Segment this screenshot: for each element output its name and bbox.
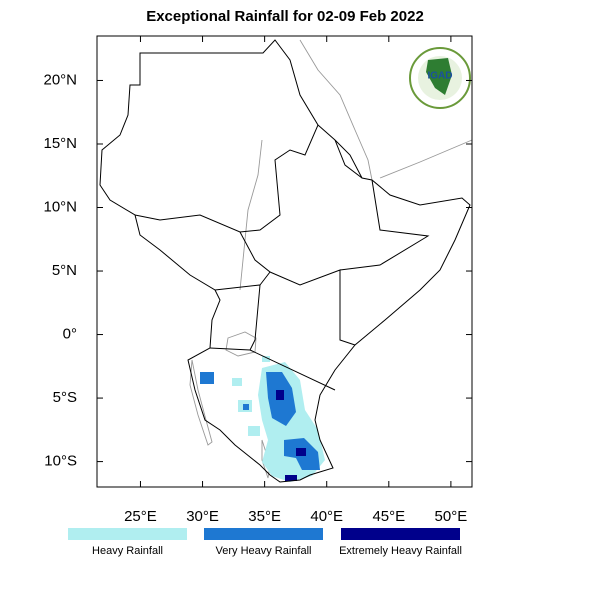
extreme-area: [296, 448, 306, 456]
eritrea-border: [334, 139, 363, 179]
extreme-area: [276, 390, 284, 400]
legend-swatch: [204, 528, 323, 540]
y-tick-label: 10°S: [44, 453, 77, 470]
x-tick-label: 40°E: [310, 508, 343, 525]
borders: [99, 39, 471, 483]
tanzania-border: [209, 347, 251, 351]
kenya-uganda-border: [214, 284, 336, 391]
legend-label: Heavy Rainfall: [92, 545, 163, 557]
logo-text: IGAD: [428, 71, 453, 82]
map-title: Exceptional Rainfall for 02-09 Feb 2022: [146, 8, 424, 25]
heavy-area: [232, 378, 242, 386]
x-tick-label: 25°E: [124, 508, 157, 525]
y-tick-label: 15°N: [43, 135, 77, 152]
y-tick-label: 20°N: [43, 71, 77, 88]
arabia-coast: [299, 39, 473, 181]
ethiopia-somalia-border: [339, 179, 430, 271]
extreme-area: [285, 475, 297, 481]
legend-label: Extremely Heavy Rainfall: [339, 545, 462, 557]
x-tick-label: 30°E: [186, 508, 219, 525]
map-frame: [96, 35, 473, 488]
x-tick-label: 45°E: [372, 508, 405, 525]
y-tick-label: 5°N: [52, 262, 77, 279]
y-tick-label: 5°S: [53, 389, 77, 406]
y-tick-label: 10°N: [43, 198, 77, 215]
legend-swatch: [68, 528, 187, 540]
y-tick-label: 0°: [63, 326, 77, 343]
south-sudan-border: [239, 231, 271, 286]
lake-tanganyika: [189, 359, 213, 446]
sudan-border: [134, 124, 319, 233]
rainfall: [200, 356, 325, 482]
lake-victoria: [225, 331, 257, 357]
very-heavy-area: [200, 372, 214, 384]
nile: [239, 139, 263, 291]
heavy-area: [262, 356, 270, 362]
logo-map: [426, 58, 452, 95]
heavy-area: [248, 426, 260, 436]
legend-swatch: [341, 528, 460, 540]
x-tick-label: 50°E: [435, 508, 468, 525]
kenya-border: [269, 269, 356, 346]
igad-logo: IGAD: [409, 47, 471, 109]
very-heavy-area: [243, 404, 249, 410]
legend-label: Very Heavy Rainfall: [216, 545, 312, 557]
region-outline: [99, 39, 471, 483]
x-tick-label: 35°E: [248, 508, 281, 525]
